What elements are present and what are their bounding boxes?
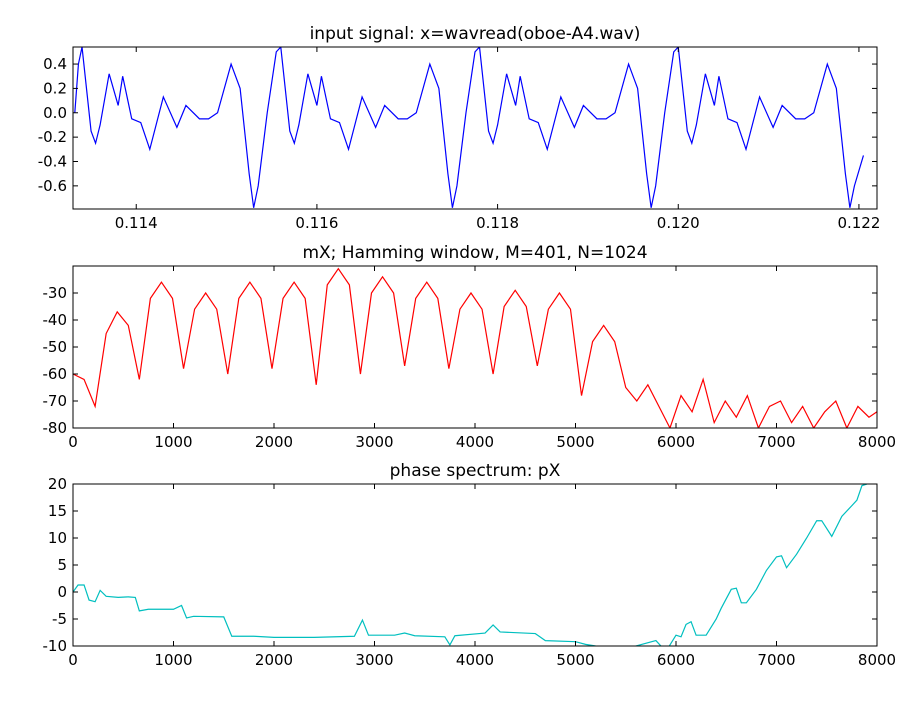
x-tick-label: 0.114 <box>115 214 158 232</box>
x-tick-label: 2000 <box>255 433 293 451</box>
y-tick-label: -40 <box>43 311 68 329</box>
y-tick-label: -0.2 <box>38 128 67 146</box>
x-tick-label: 7000 <box>757 651 795 669</box>
x-tick-label: 0.116 <box>295 214 338 232</box>
x-tick-label: 2000 <box>255 651 293 669</box>
x-tick-label: 0.120 <box>657 214 700 232</box>
x-tick-label: 1000 <box>154 651 192 669</box>
y-tick-label: -60 <box>43 365 68 383</box>
subplot: phase spectrum: pX 0 1000 2000 3000 4000 5000 6… <box>43 461 897 669</box>
y-tick-label: -0.6 <box>38 177 67 195</box>
chart-title: input signal: x=wavread(oboe-A4.wav) <box>310 24 641 44</box>
x-tick-label: 6000 <box>657 433 695 451</box>
y-tick-label: 15 <box>48 502 67 520</box>
series-line <box>73 267 877 428</box>
y-tick-label: -0.4 <box>38 152 67 170</box>
x-tick-label: 0.122 <box>837 214 880 232</box>
x-tick-label: 1000 <box>154 433 192 451</box>
series-line <box>73 484 868 646</box>
x-tick-label: 4000 <box>456 651 494 669</box>
chart-title: mX; Hamming window, M=401, N=1024 <box>302 243 647 263</box>
x-tick-label: 5000 <box>556 651 594 669</box>
series-line <box>74 47 865 208</box>
x-tick-label: 8000 <box>858 651 896 669</box>
subplot: input signal: x=wavread(oboe-A4.wav) 0.11… <box>38 24 881 232</box>
x-tick-label: 3000 <box>355 651 393 669</box>
x-tick-label: 0 <box>68 433 78 451</box>
plot-frame <box>72 483 878 647</box>
y-tick-label: 0 <box>57 583 67 601</box>
y-tick-label: 0.0 <box>43 104 67 122</box>
y-tick-label: 5 <box>57 556 67 574</box>
x-tick-label: 3000 <box>355 433 393 451</box>
plot-frame <box>72 265 878 429</box>
y-tick-label: 20 <box>48 475 67 493</box>
y-tick-label: 0.4 <box>43 55 67 73</box>
y-tick-label: -10 <box>43 637 68 655</box>
subplot: mX; Hamming window, M=401, N=1024 0 1000 20… <box>43 243 897 451</box>
chart-title: phase spectrum: pX <box>390 461 561 481</box>
y-tick-label: -70 <box>43 392 68 410</box>
y-tick-label: -5 <box>52 610 67 628</box>
x-tick-label: 4000 <box>456 433 494 451</box>
x-tick-label: 5000 <box>556 433 594 451</box>
x-tick-label: 7000 <box>757 433 795 451</box>
x-tick-label: 0.118 <box>476 214 519 232</box>
x-tick-label: 6000 <box>657 651 695 669</box>
x-tick-label: 0 <box>68 651 78 669</box>
plot-frame <box>72 46 878 210</box>
y-tick-label: -30 <box>43 284 68 302</box>
y-tick-label: -50 <box>43 338 68 356</box>
x-tick-label: 8000 <box>858 433 896 451</box>
y-tick-label: -80 <box>43 419 68 437</box>
y-tick-label: 0.2 <box>43 79 67 97</box>
y-tick-label: 10 <box>48 529 67 547</box>
